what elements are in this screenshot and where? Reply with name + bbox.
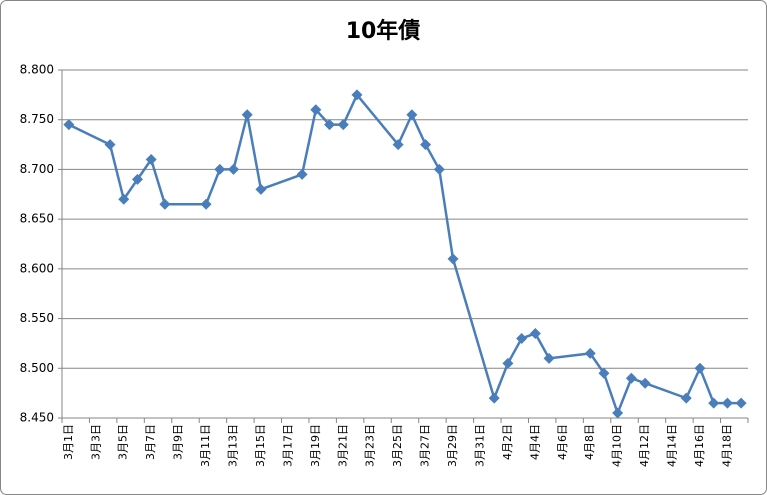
marker	[516, 332, 528, 344]
marker	[584, 347, 596, 359]
x-tick-label: 3月23日	[364, 424, 377, 467]
y-tick-label: 8.450	[20, 411, 54, 425]
x-tick-label: 4月18日	[720, 424, 733, 467]
line-segment	[232, 113, 249, 171]
chart-title: 10年債	[346, 18, 421, 44]
marker	[502, 357, 514, 369]
x-tick-label: 4月12日	[638, 424, 651, 467]
line-segment	[602, 372, 619, 415]
x-tick-label: 3月21日	[336, 424, 349, 467]
marker	[392, 139, 404, 151]
marker	[296, 168, 308, 180]
line-segment	[355, 93, 400, 146]
marker	[680, 392, 692, 404]
x-tick-label: 3月7日	[144, 424, 157, 460]
line-segment	[410, 113, 427, 146]
y-tick-label: 8.650	[20, 212, 54, 226]
marker	[694, 362, 706, 374]
line-segment	[438, 168, 455, 261]
x-tick-label: 3月15日	[254, 424, 267, 467]
marker	[241, 109, 253, 121]
x-tick-label: 4月16日	[693, 424, 706, 467]
marker	[543, 352, 555, 364]
y-tick-label: 8.750	[20, 112, 54, 126]
line-segment	[149, 158, 167, 206]
x-tick-label: 3月31日	[473, 424, 486, 467]
marker	[447, 253, 459, 265]
x-tick-label: 3月17日	[281, 424, 294, 467]
marker	[159, 198, 171, 210]
y-tick-label: 8.800	[20, 63, 54, 77]
y-tick-label: 8.500	[20, 361, 54, 375]
marker	[131, 173, 143, 185]
marker	[708, 397, 720, 409]
marker	[406, 109, 418, 121]
x-tick-label: 3月3日	[89, 424, 102, 460]
marker	[721, 397, 733, 409]
marker	[598, 367, 610, 379]
marker	[639, 377, 651, 389]
line-segment	[424, 143, 441, 171]
x-tick-label: 4月4日	[528, 424, 541, 460]
marker	[310, 104, 322, 116]
line-segment	[300, 108, 318, 176]
line-segment	[698, 367, 715, 405]
marker	[228, 163, 239, 175]
x-tick-label: 3月1日	[62, 424, 75, 460]
y-tick-label: 8.600	[20, 261, 54, 275]
marker	[612, 407, 624, 419]
line-segment	[451, 257, 496, 400]
marker	[255, 183, 267, 195]
line-segment	[122, 178, 139, 201]
marker	[625, 372, 637, 384]
marker	[337, 119, 349, 131]
line-segment	[259, 173, 304, 191]
marker	[118, 193, 130, 205]
line-segment	[245, 113, 263, 191]
marker	[200, 198, 212, 210]
marker	[104, 139, 116, 151]
x-tick-label: 4月10日	[611, 424, 624, 467]
y-tick-label: 8.550	[20, 311, 54, 325]
x-tick-label: 3月27日	[419, 424, 432, 467]
x-tick-label: 4月6日	[556, 424, 569, 460]
marker	[420, 139, 432, 151]
y-tick-label: 8.700	[20, 162, 54, 176]
x-tick-label: 4月8日	[583, 424, 596, 460]
marker	[433, 163, 445, 175]
line-segment	[492, 362, 510, 400]
line-segment	[616, 376, 633, 415]
marker	[488, 392, 500, 404]
line-segment	[396, 113, 414, 146]
marker	[324, 119, 336, 131]
line-segment	[588, 352, 606, 375]
line-segment	[685, 367, 702, 400]
line-segment	[643, 381, 688, 400]
line-segment	[342, 93, 359, 126]
line-segment	[67, 123, 112, 146]
x-tick-label: 3月5日	[117, 424, 130, 460]
marker	[735, 397, 747, 409]
x-tick-label: 3月9日	[172, 424, 185, 460]
marker	[214, 163, 226, 175]
x-tick-label: 3月29日	[446, 424, 459, 467]
x-tick-label: 3月13日	[227, 424, 240, 467]
marker	[145, 153, 157, 165]
marker	[351, 89, 363, 101]
x-tick-label: 3月11日	[199, 424, 212, 467]
marker	[529, 327, 541, 339]
x-tick-label: 4月2日	[501, 424, 514, 460]
line-segment	[534, 332, 551, 360]
x-tick-label: 3月19日	[309, 424, 322, 467]
line-segment	[136, 158, 153, 181]
line-segment	[547, 352, 592, 360]
line-segment	[506, 337, 523, 365]
x-tick-label: 3月25日	[391, 424, 404, 467]
line-segment	[204, 168, 222, 206]
line-segment	[108, 143, 125, 201]
x-tick-label: 4月14日	[666, 424, 679, 467]
marker	[63, 119, 75, 131]
